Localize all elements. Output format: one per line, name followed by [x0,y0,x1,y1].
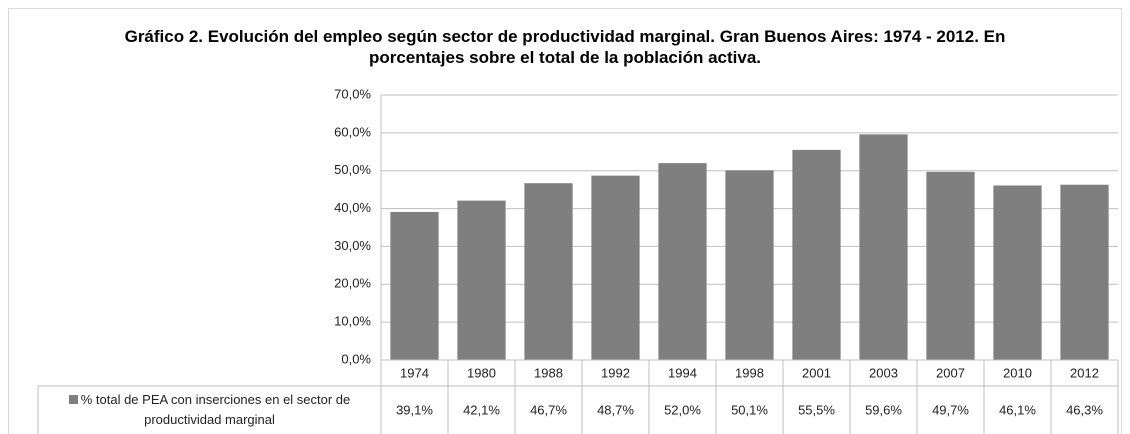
x-tick-label: 1992 [601,365,630,380]
y-tick-label: 0,0% [341,351,371,366]
bar [926,171,975,360]
chart-frame [8,8,1122,434]
x-tick-label: 2012 [1070,365,1099,380]
data-label: 55,5% [798,402,835,417]
y-tick-label: 20,0% [334,276,371,291]
legend-swatch [68,395,78,404]
y-tick-label: 40,0% [334,200,371,215]
x-tick-label: 1994 [668,365,697,380]
bar [457,200,506,360]
data-label: 42,1% [463,402,500,417]
y-tick-label: 70,0% [334,86,371,101]
bar [859,134,908,360]
data-label: 46,7% [530,402,567,417]
x-tick-label: 2010 [1003,365,1032,380]
bar [993,185,1042,360]
y-tick-label: 10,0% [334,314,371,329]
legend-label: % total de PEA con inserciones en el sec… [80,392,351,427]
y-tick-label: 30,0% [334,238,371,253]
bar [725,170,774,360]
x-tick-label: 1988 [534,365,563,380]
chart-title-box: Gráfico 2. Evolución del empleo según se… [124,27,1006,67]
bar [591,175,640,360]
x-tick-label: 2001 [802,365,831,380]
data-label: 52,0% [664,402,701,417]
x-tick-label: 1974 [400,365,429,380]
bar [658,163,707,360]
data-label: 46,3% [1066,402,1103,417]
y-tick-label: 50,0% [334,162,371,177]
x-tick-label: 1998 [735,365,764,380]
legend-entry: % total de PEA con inserciones en el sec… [38,386,381,434]
bar [390,211,439,360]
x-tick-label: 1980 [467,365,496,380]
bar [524,183,573,360]
x-tick-label: 2003 [869,365,898,380]
bar [792,149,841,360]
data-label: 39,1% [396,402,433,417]
legend-cell: % total de PEA con inserciones en el sec… [38,386,381,434]
data-label: 50,1% [731,402,768,417]
data-label: 46,1% [999,402,1036,417]
chart-title: Gráfico 2. Evolución del empleo según se… [124,27,1006,67]
data-label: 59,6% [865,402,902,417]
data-label: 49,7% [932,402,969,417]
data-label: 48,7% [597,402,634,417]
y-tick-label: 60,0% [334,124,371,139]
x-tick-label: 2007 [936,365,965,380]
bar [1060,184,1109,360]
